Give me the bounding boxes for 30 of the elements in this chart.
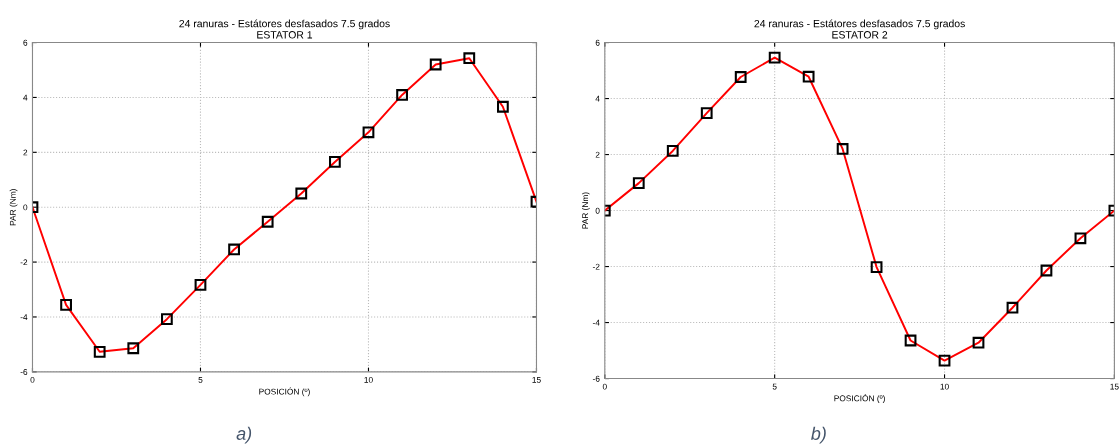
y-tick-label: 4 — [23, 94, 28, 101]
x-tick-label: 0 — [602, 383, 607, 390]
y-tick-label: -2 — [592, 263, 600, 270]
x-axis-title: POSICIÓN (º) — [834, 393, 885, 403]
y-tick-label: 4 — [595, 95, 600, 102]
y-tick-label: -2 — [20, 259, 28, 266]
x-tick-label: 10 — [364, 376, 373, 383]
y-tick-label: 6 — [23, 39, 28, 46]
text: a) — [236, 426, 252, 444]
chart-title: 24 ranuras - Estátores desfasados 7.5 grados ESTATOR 1 — [179, 19, 390, 39]
x-tick-label: 0 — [30, 376, 35, 383]
text: b) — [811, 426, 826, 444]
y-tick-label: -4 — [20, 314, 28, 320]
y-tick-label: 2 — [595, 151, 600, 158]
y-tick-label: -6 — [592, 375, 600, 382]
x-tick-label: 5 — [198, 377, 203, 383]
y-tick-label: 0 — [23, 204, 28, 211]
chart-title: 24 ranuras - Estátores desfasados 7.5 grados ESTATOR 2 — [754, 19, 965, 39]
x-tick-label: 5 — [772, 383, 777, 390]
x-tick-label: 15 — [532, 377, 541, 383]
y-axis-title: PAR (Nm) — [581, 192, 590, 229]
y-tick-label: -4 — [592, 319, 600, 326]
y-tick-label: -6 — [20, 369, 28, 375]
x-tick-label: 10 — [940, 383, 949, 390]
y-tick-label: 2 — [23, 149, 28, 156]
y-tick-label: 6 — [595, 39, 600, 46]
x-tick-label: 15 — [1110, 383, 1119, 390]
y-tick-label: 0 — [595, 207, 600, 214]
y-axis-title: PAR (Nm) — [9, 189, 18, 226]
x-axis-title: POSICIÓN (º) — [259, 387, 310, 397]
